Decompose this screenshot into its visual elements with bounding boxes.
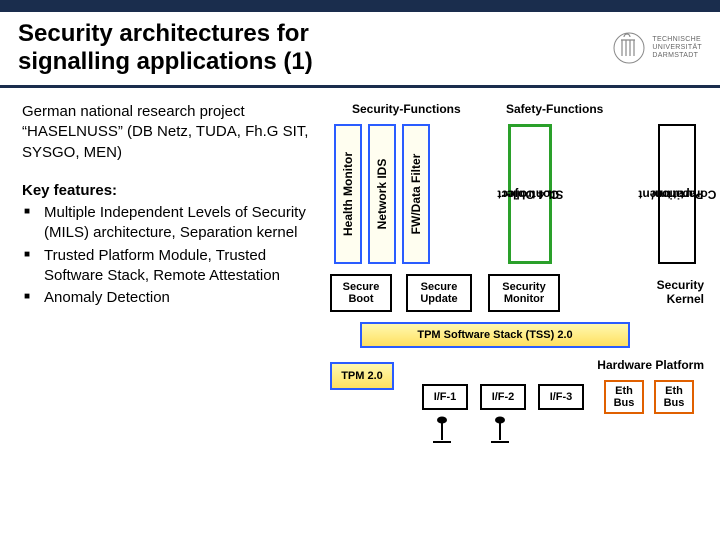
network-ids-box: Network IDS [368, 124, 396, 264]
hardware-platform-label: Hardware Platform [564, 358, 704, 372]
security-kernel-label: Security Kernel [624, 278, 704, 306]
safety-functions-label: Safety-Functions [506, 102, 603, 116]
balise-antenna-icon [488, 416, 512, 448]
page-title: Security architectures for signalling ap… [18, 20, 313, 75]
if2-box: I/F-2 [480, 384, 526, 410]
eth-bus-1-box: Eth Bus [604, 380, 644, 414]
partition-compartment-box: Partition/Compartment [658, 124, 696, 264]
architecture-diagram: Security-Functions Safety-Functions Heal… [330, 102, 704, 310]
health-monitor-box: Health Monitor [334, 124, 362, 264]
key-features-list: Multiple Independent Levels of Security … [22, 203, 322, 308]
if1-box: I/F-1 [422, 384, 468, 410]
intro-paragraph: German national research project “HASELN… [22, 102, 322, 163]
tpm20-box: TPM 2.0 [330, 362, 394, 390]
secure-boot-box: Secure Boot [330, 274, 392, 312]
title-line2: signalling applications (1) [18, 48, 313, 75]
athena-icon [612, 31, 646, 65]
fw-data-filter-box: FW/Data Filter [402, 124, 430, 264]
eth-bus-2-box: Eth Bus [654, 380, 694, 414]
title-block: Security architectures for signalling ap… [0, 12, 720, 88]
content: German national research project “HASELN… [0, 88, 720, 318]
if3-box: I/F-3 [538, 384, 584, 410]
balise-antenna-icon [430, 416, 454, 448]
security-functions-label: Security-Functions [352, 102, 461, 116]
secure-update-box: Secure Update [406, 274, 472, 312]
sil4-controller-box: SIL4 ObjectController [508, 124, 552, 264]
logo-text: TECHNISCHE UNIVERSITÄT DARMSTADT [652, 36, 702, 60]
key-features-heading: Key features: [22, 181, 322, 201]
tpm-software-stack-box: TPM Software Stack (TSS) 2.0 [360, 322, 630, 348]
list-item: Anomaly Detection [22, 288, 322, 308]
list-item: Trusted Platform Module, Trusted Softwar… [22, 246, 322, 287]
title-line1: Security architectures for [18, 20, 309, 47]
list-item: Multiple Independent Levels of Security … [22, 203, 322, 244]
top-bar [0, 0, 720, 12]
university-logo: TECHNISCHE UNIVERSITÄT DARMSTADT [612, 31, 702, 65]
left-column: German national research project “HASELN… [22, 102, 322, 310]
security-monitor-box: Security Monitor [488, 274, 560, 312]
